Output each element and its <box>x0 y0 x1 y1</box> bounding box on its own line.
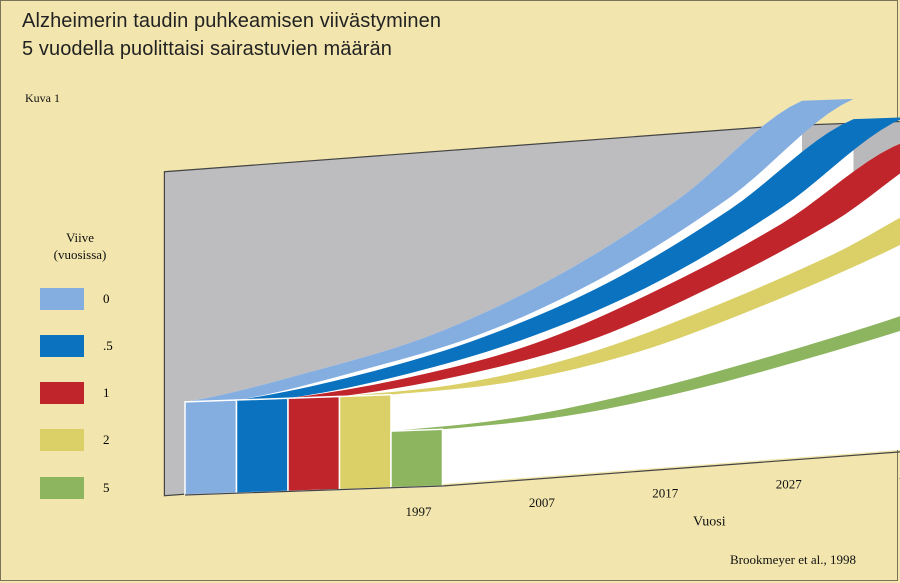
legend-title-line1: Viive <box>65 230 95 245</box>
legend-label: 0 <box>103 291 110 306</box>
legend-title: Viive (vuosissa) <box>40 229 120 263</box>
legend-item: 2 <box>40 429 130 451</box>
chart-title-line2: 5 vuodella puolittaisi sairastuvien määr… <box>22 38 392 60</box>
legend-item: 5 <box>40 477 130 499</box>
x-axis-depth-line <box>184 485 443 496</box>
legend-swatch <box>40 382 84 404</box>
legend-label: 2 <box>103 432 110 447</box>
series-front-face <box>287 395 341 493</box>
chart-title-line1: Alzheimerin taudin puhkeamisen viivästym… <box>22 10 442 32</box>
figure-label: Kuva 1 <box>25 91 60 105</box>
legend-title-line2: (vuosissa) <box>53 247 107 262</box>
series-front-face <box>390 428 444 489</box>
legend-item: 0 <box>40 288 130 310</box>
legend-swatch <box>40 477 84 499</box>
legend-swatch <box>40 288 84 310</box>
legend-label: 1 <box>103 385 110 400</box>
legend-item: 1 <box>40 382 130 404</box>
x-tick-label: 2017 <box>652 486 679 501</box>
series-ribbon <box>236 117 900 401</box>
source-credit: Brookmeyer et al., 1998 <box>730 552 856 567</box>
chart-axes: 02468Sairatuneiden määrä USAssa (miljoon… <box>184 451 900 530</box>
series-ribbon <box>185 98 854 402</box>
series-front-face <box>235 397 289 494</box>
legend-label: 5 <box>103 480 110 495</box>
legend-swatch <box>40 335 84 357</box>
series-front-face <box>184 399 238 496</box>
legend-item: .5 <box>40 335 130 357</box>
legend-swatch <box>40 429 84 451</box>
x-tick-label: 2027 <box>776 476 803 491</box>
series-front-face <box>338 393 392 491</box>
x-axis-line <box>442 451 900 487</box>
x-axis-label: Vuosi <box>693 515 726 530</box>
chart-ribbons <box>184 98 900 496</box>
x-tick-label: 1997 <box>406 504 433 519</box>
x-tick-label: 2007 <box>529 495 556 510</box>
legend-label: .5 <box>103 338 113 353</box>
